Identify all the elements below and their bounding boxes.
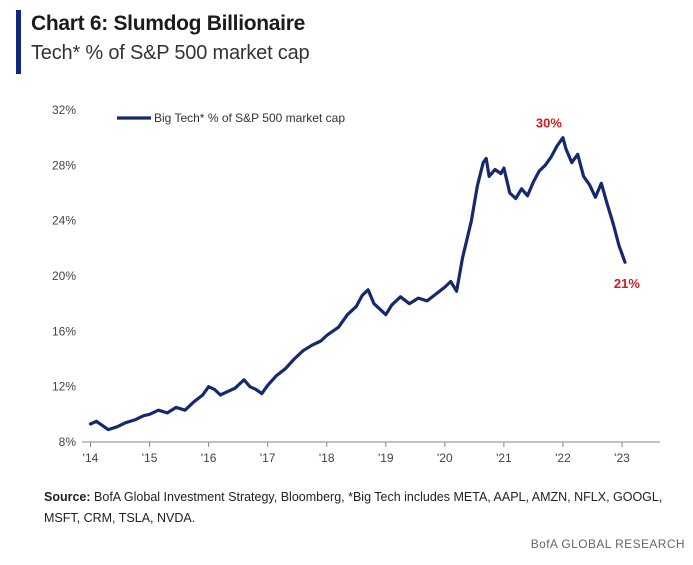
source-text: BofA Global Investment Strategy, Bloombe… xyxy=(44,490,663,525)
x-tick-label: '23 xyxy=(614,451,630,465)
annotation-peak: 30% xyxy=(536,116,562,131)
x-tick-label: '14 xyxy=(83,451,99,465)
series-line xyxy=(88,136,627,432)
y-tick-label: 28% xyxy=(52,158,76,172)
source-note: Source: BofA Global Investment Strategy,… xyxy=(44,487,664,529)
x-tick-label: '20 xyxy=(437,451,453,465)
chart-title: Chart 6: Slumdog Billionaire xyxy=(31,12,305,35)
x-tick-label: '15 xyxy=(142,451,158,465)
x-tick-label: '22 xyxy=(555,451,571,465)
y-tick-label: 8% xyxy=(59,435,77,449)
y-tick-label: 20% xyxy=(52,269,76,283)
y-tick-label: 16% xyxy=(52,324,76,338)
annotation-latest: 21% xyxy=(614,276,640,291)
legend-label: Big Tech* % of S&P 500 market cap xyxy=(154,111,345,125)
y-tick-label: 12% xyxy=(52,380,76,394)
x-tick-label: '21 xyxy=(496,451,512,465)
brand-label: BofA GLOBAL RESEARCH xyxy=(530,537,685,551)
x-tick-label: '17 xyxy=(260,451,276,465)
x-tick-label: '16 xyxy=(201,451,217,465)
chart-subtitle: Tech* % of S&P 500 market cap xyxy=(31,42,310,64)
title-accent-bar xyxy=(16,10,21,74)
line-chart: 8% 12% 16% 20% 24% 28% 32% '14 '15 '16 '17 '18 '19 '2… xyxy=(52,103,660,465)
source-label: Source: xyxy=(44,490,91,504)
x-tick-label: '18 xyxy=(319,451,335,465)
y-tick-label: 24% xyxy=(52,214,76,228)
x-tick-label: '19 xyxy=(378,451,394,465)
y-tick-label: 32% xyxy=(52,103,76,117)
